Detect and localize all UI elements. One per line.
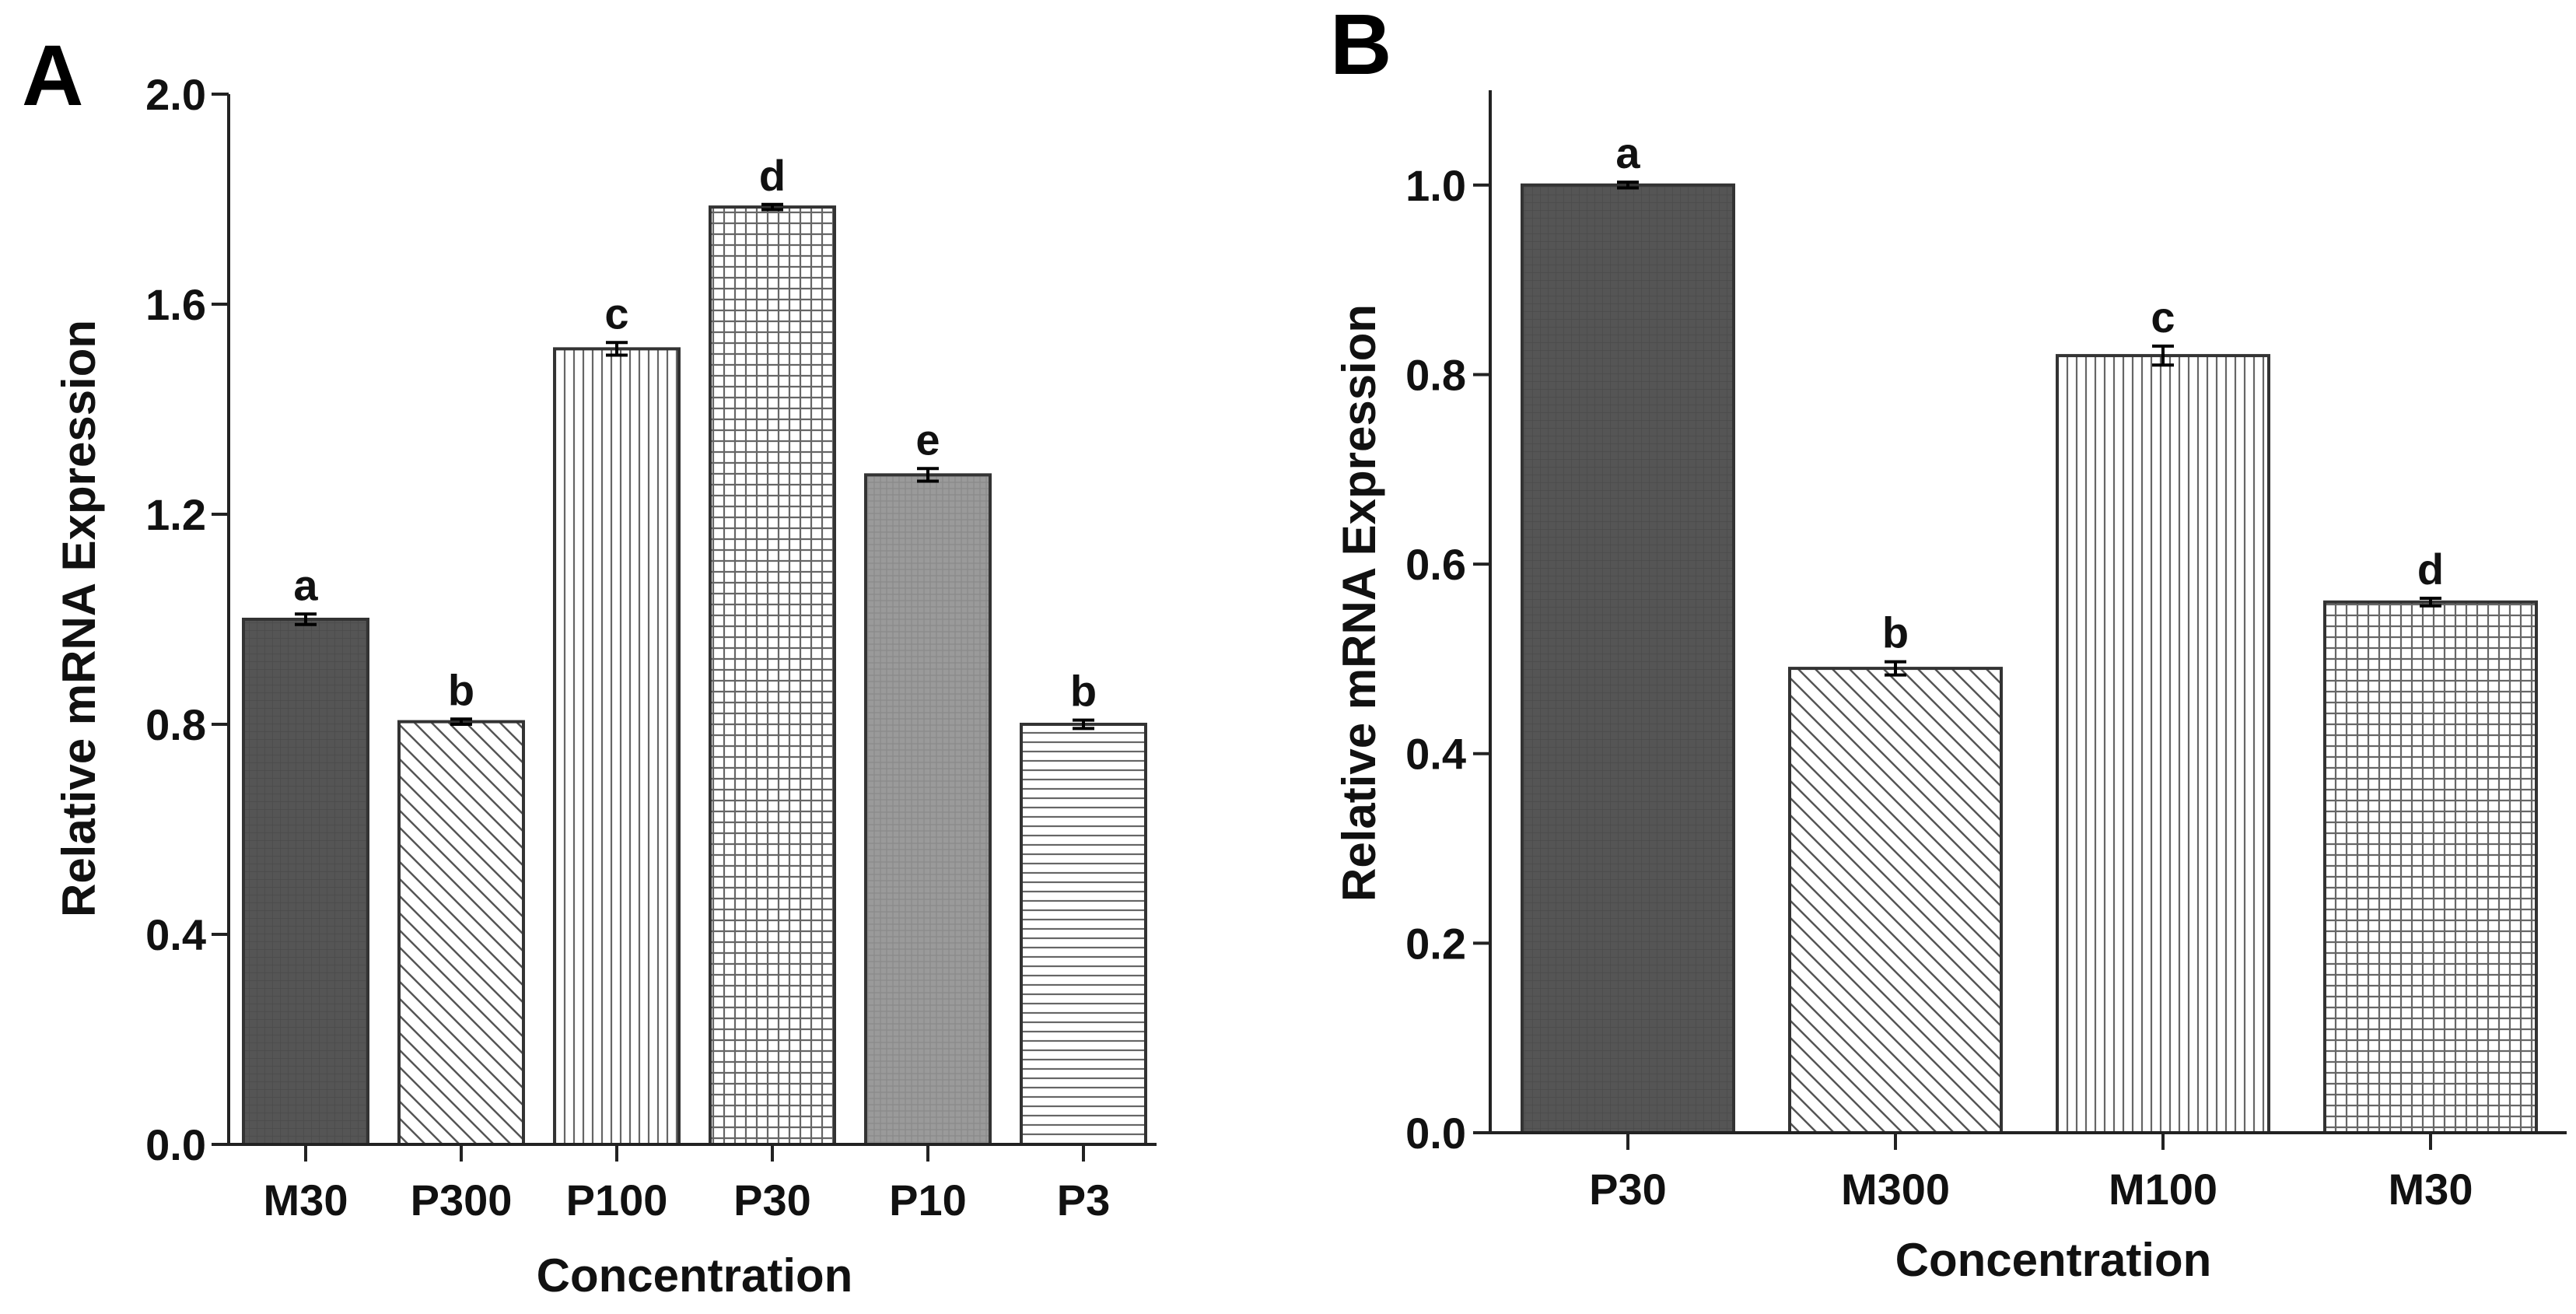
error-bar-a-m30 (295, 612, 317, 626)
x-tick-label-a-p3: P3 (1057, 1176, 1111, 1225)
significance-letter-a-p10: e (915, 415, 940, 464)
x-tick-label-a-m30: M30 (264, 1176, 348, 1225)
y-tick-label-b: 0.8 (1405, 350, 1466, 399)
significance-letter-b-m30: d (2417, 545, 2444, 594)
error-bar-a-p100 (606, 341, 628, 357)
bar-a-p30 (709, 205, 836, 1146)
y-ticks-a: 0.0 0.4 0.8 1.2 1.6 2.0 (145, 70, 229, 1169)
y-tick-label-a: 0.4 (145, 910, 206, 959)
error-bars-a (295, 202, 1094, 731)
y-tick-label-b: 0.0 (1405, 1109, 1466, 1158)
x-tick-label-a-p100: P100 (566, 1176, 668, 1225)
y-tick-label-b: 0.4 (1405, 730, 1466, 779)
y-tick-label-a: 1.2 (145, 490, 206, 539)
error-bars-b (1617, 180, 2441, 677)
x-tick-label-a-p30: P30 (733, 1176, 811, 1225)
bar-a-m30 (242, 618, 369, 1146)
significance-letter-b-p30: a (1615, 128, 1640, 177)
bar-b-p30 (1521, 183, 1735, 1134)
significance-letter-a-m30: a (293, 560, 318, 609)
significance-letters-b: a b c d (1615, 128, 2444, 657)
error-bar-a-p3 (1073, 718, 1094, 731)
significance-letter-a-p30: d (759, 151, 786, 200)
x-ticks-a: M30 P300 P100 P30 P10 P3 (264, 1144, 1111, 1225)
panel-b: B Relative mRNA Expression Concentration… (1330, 0, 2567, 1286)
bar-b-m30 (2323, 600, 2538, 1134)
x-tick-label-b-m300: M300 (1841, 1165, 1950, 1214)
x-tick-label-b-m100: M100 (2109, 1165, 2217, 1214)
significance-letter-b-m300: b (1882, 608, 1909, 657)
bar-a-p10 (864, 473, 992, 1146)
bars-b (1521, 183, 2538, 1135)
x-tick-label-a-p10: P10 (889, 1176, 967, 1225)
error-bar-a-p300 (450, 717, 472, 726)
panel-label-b: B (1330, 0, 1391, 93)
panel-a: A Relative mRNA Expression Concentration… (22, 28, 1157, 1302)
bars-a (242, 205, 1147, 1146)
y-ticks-b: 0.0 0.2 0.4 0.6 0.8 1.0 (1405, 161, 1490, 1158)
panel-label-a: A (22, 28, 83, 124)
y-tick-label-a: 1.6 (145, 280, 206, 329)
error-bar-a-p30 (761, 202, 783, 212)
bar-b-m300 (1788, 667, 2003, 1134)
y-tick-label-a: 0.8 (145, 700, 206, 749)
significance-letter-b-m100: c (2151, 293, 2175, 342)
error-bar-b-m30 (2420, 596, 2441, 608)
y-axis-title-a: Relative mRNA Expression (53, 320, 105, 917)
significance-letter-a-p3: b (1070, 667, 1097, 716)
y-tick-label-a: 2.0 (145, 70, 206, 119)
significance-letters-a: a b c d e b (293, 151, 1097, 716)
x-ticks-b: P30 M300 M100 M30 (1589, 1133, 2473, 1214)
significance-letter-a-p100: c (604, 289, 628, 338)
y-tick-label-b: 0.2 (1405, 919, 1466, 968)
y-tick-label-b: 0.6 (1405, 540, 1466, 589)
x-tick-label-b-p30: P30 (1589, 1165, 1667, 1214)
bar-a-p100 (553, 347, 681, 1146)
bar-b-m100 (2056, 354, 2270, 1135)
error-bar-a-p10 (917, 467, 939, 483)
y-tick-label-b: 1.0 (1405, 161, 1466, 210)
bar-a-p3 (1020, 723, 1147, 1146)
bar-a-p300 (397, 720, 525, 1146)
x-tick-label-a-p300: P300 (411, 1176, 513, 1225)
error-bar-b-m300 (1885, 660, 1906, 677)
x-axis-title-b: Concentration (1895, 1234, 2212, 1286)
error-bar-b-p30 (1617, 180, 1639, 190)
significance-letter-a-p300: b (448, 665, 474, 714)
y-axis-title-b: Relative mRNA Expression (1333, 304, 1385, 902)
x-axis-title-a: Concentration (537, 1249, 853, 1302)
y-tick-label-a: 0.0 (145, 1120, 206, 1169)
x-tick-label-b-m30: M30 (2389, 1165, 2473, 1214)
error-bar-b-m100 (2152, 344, 2174, 367)
